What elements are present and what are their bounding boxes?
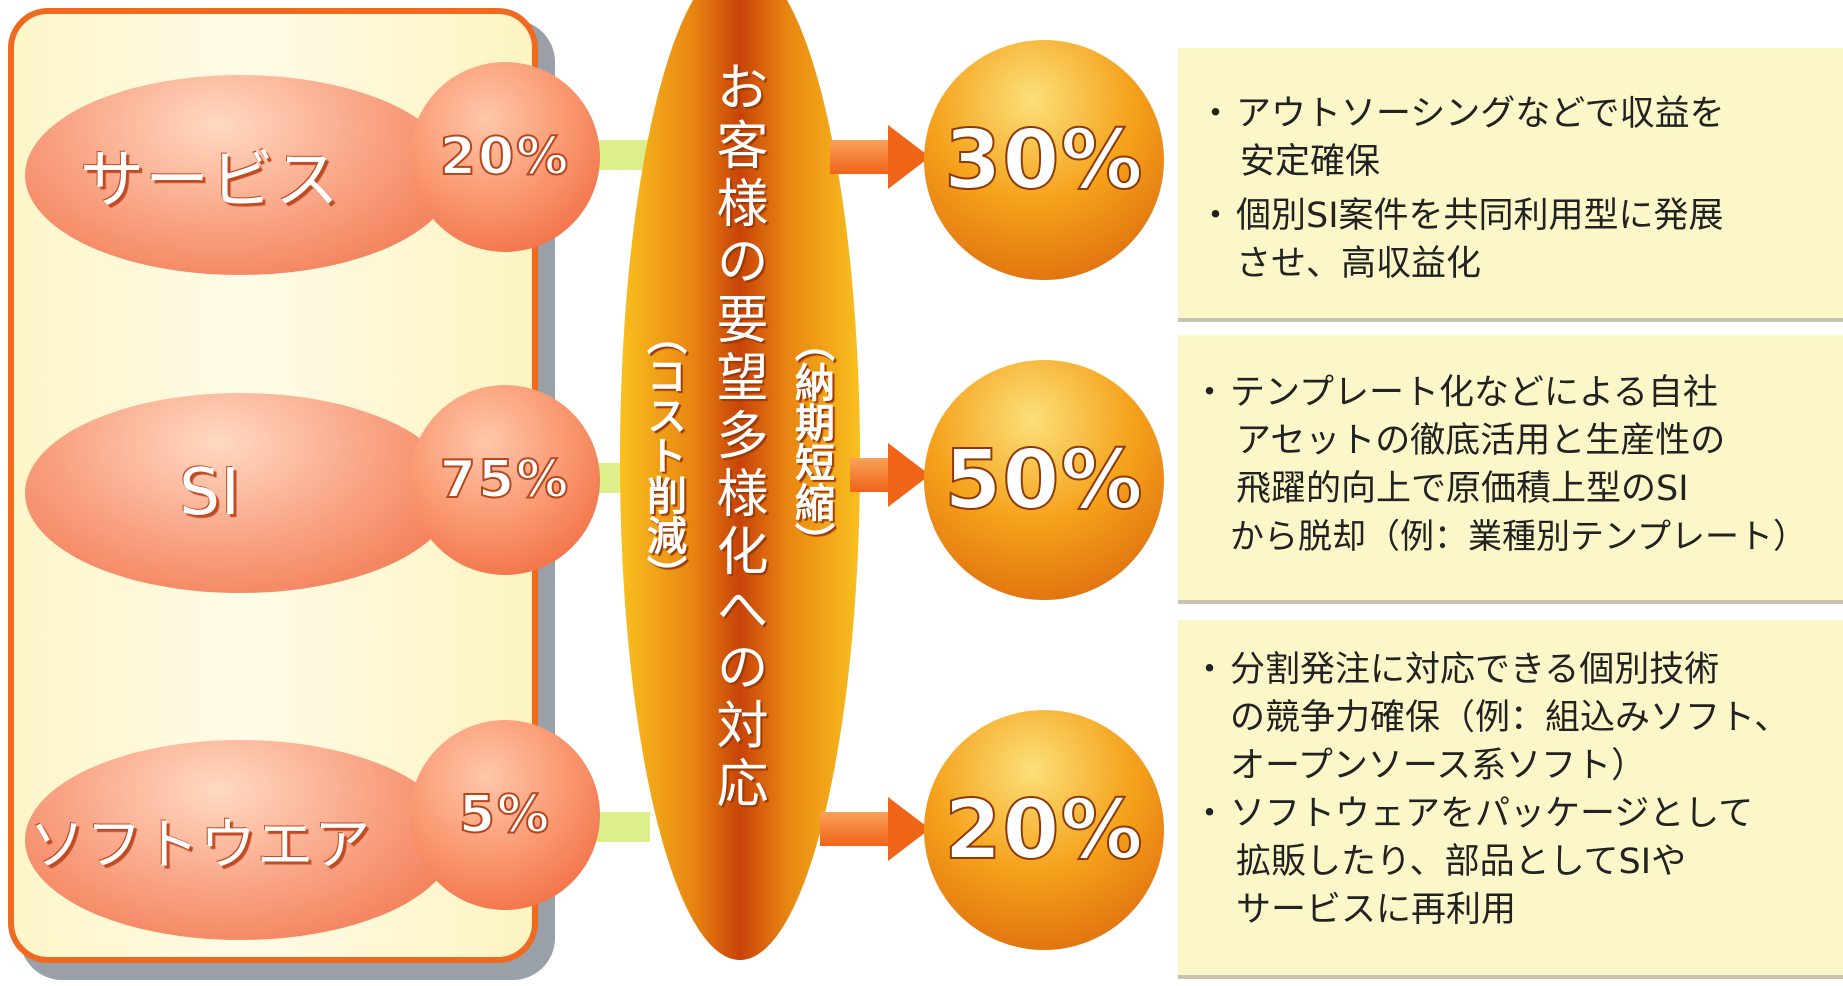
arrow-right-icon — [888, 125, 930, 189]
current-share-si: 75% — [410, 385, 600, 575]
bullet-line: アウトソーシングなどで収益を — [1236, 94, 1725, 134]
bullet-line: から脱却（例：業種別テンプレート） — [1230, 517, 1807, 557]
category-label: ソフトウエア — [29, 812, 371, 878]
bullet-line: 安定確保 — [1240, 142, 1381, 182]
bullet-marker: ・ — [1192, 794, 1228, 834]
target-share-si: 50% — [924, 360, 1164, 600]
strategy-box-software: ・ 分割発注に対応できる個別技術 の競争力確保（例：組込みソフト、 オープンソー… — [1178, 620, 1843, 975]
bullet-item: ・ 個別SI案件を共同利用型に発展 — [1198, 192, 1835, 240]
current-share-value: 75% — [439, 449, 571, 511]
arrow-right-icon — [888, 443, 930, 507]
current-share-software: 5% — [410, 720, 600, 910]
connector-service — [590, 140, 650, 170]
current-share-value: 5% — [458, 784, 552, 846]
target-share-value: 20% — [943, 782, 1144, 879]
bullet-line: 個別SI案件を共同利用型に発展 — [1236, 196, 1724, 236]
category-software: ソフトウエア — [25, 740, 455, 940]
arrow-shaft-si — [850, 458, 890, 492]
bullet-line: ソフトウェアをパッケージとして — [1230, 794, 1754, 834]
target-share-service: 30% — [924, 40, 1164, 280]
bullet-line: サービスに再利用 — [1236, 890, 1517, 930]
center-sub-cost: （コスト削減） — [640, 315, 686, 595]
category-si: SI — [25, 393, 455, 593]
strategy-box-service: ・ アウトソーシングなどで収益を 安定確保 ・ 個別SI案件を共同利用型に発展 … — [1178, 48, 1843, 318]
target-share-software: 20% — [924, 710, 1164, 950]
bullet-marker: ・ — [1198, 94, 1234, 134]
bullet-item: ・ アウトソーシングなどで収益を — [1198, 90, 1835, 138]
current-share-service: 20% — [410, 62, 600, 252]
arrow-right-icon — [888, 797, 930, 861]
target-share-value: 30% — [943, 112, 1144, 209]
bullet-line: させ、高収益化 — [1236, 244, 1482, 284]
bullet-line: アセットの徹底活用と生産性の — [1236, 421, 1726, 461]
bullet-item: ・ ソフトウェアをパッケージとして — [1192, 790, 1835, 838]
target-share-value: 50% — [943, 432, 1144, 529]
connector-software — [590, 812, 650, 842]
strategy-box-si: ・ テンプレート化などによる自社 アセットの徹底活用と生産性の 飛躍的向上で原価… — [1178, 335, 1843, 600]
category-service: サービス — [25, 75, 455, 275]
bullet-line: 分割発注に対応できる個別技術 — [1230, 650, 1720, 690]
bullet-item: ・ 分割発注に対応できる個別技術 — [1192, 646, 1835, 694]
bullet-marker: ・ — [1192, 650, 1228, 690]
bullet-line: の競争力確保（例：組込みソフト、 — [1230, 698, 1790, 738]
bullet-line: 飛躍的向上で原価積上型のSI — [1236, 469, 1689, 509]
bullet-marker: ・ — [1192, 373, 1228, 413]
category-label: SI — [179, 456, 241, 530]
bullet-item: ・ テンプレート化などによる自社 — [1192, 369, 1835, 417]
arrow-shaft-software — [820, 812, 890, 846]
center-main-text: お客様の要望多様化への対応 — [707, 60, 767, 814]
arrow-shaft-service — [830, 140, 890, 174]
current-share-value: 20% — [439, 126, 571, 188]
bullet-marker: ・ — [1198, 196, 1234, 236]
category-label: サービス — [80, 144, 340, 218]
bullet-line: オープンソース系ソフト） — [1230, 746, 1647, 786]
bullet-line: 拡販したり、部品としてSIや — [1236, 842, 1687, 882]
bullet-line: テンプレート化などによる自社 — [1230, 373, 1718, 413]
center-sub-delivery: （納期短縮） — [788, 322, 834, 562]
center-oval — [620, 0, 860, 960]
